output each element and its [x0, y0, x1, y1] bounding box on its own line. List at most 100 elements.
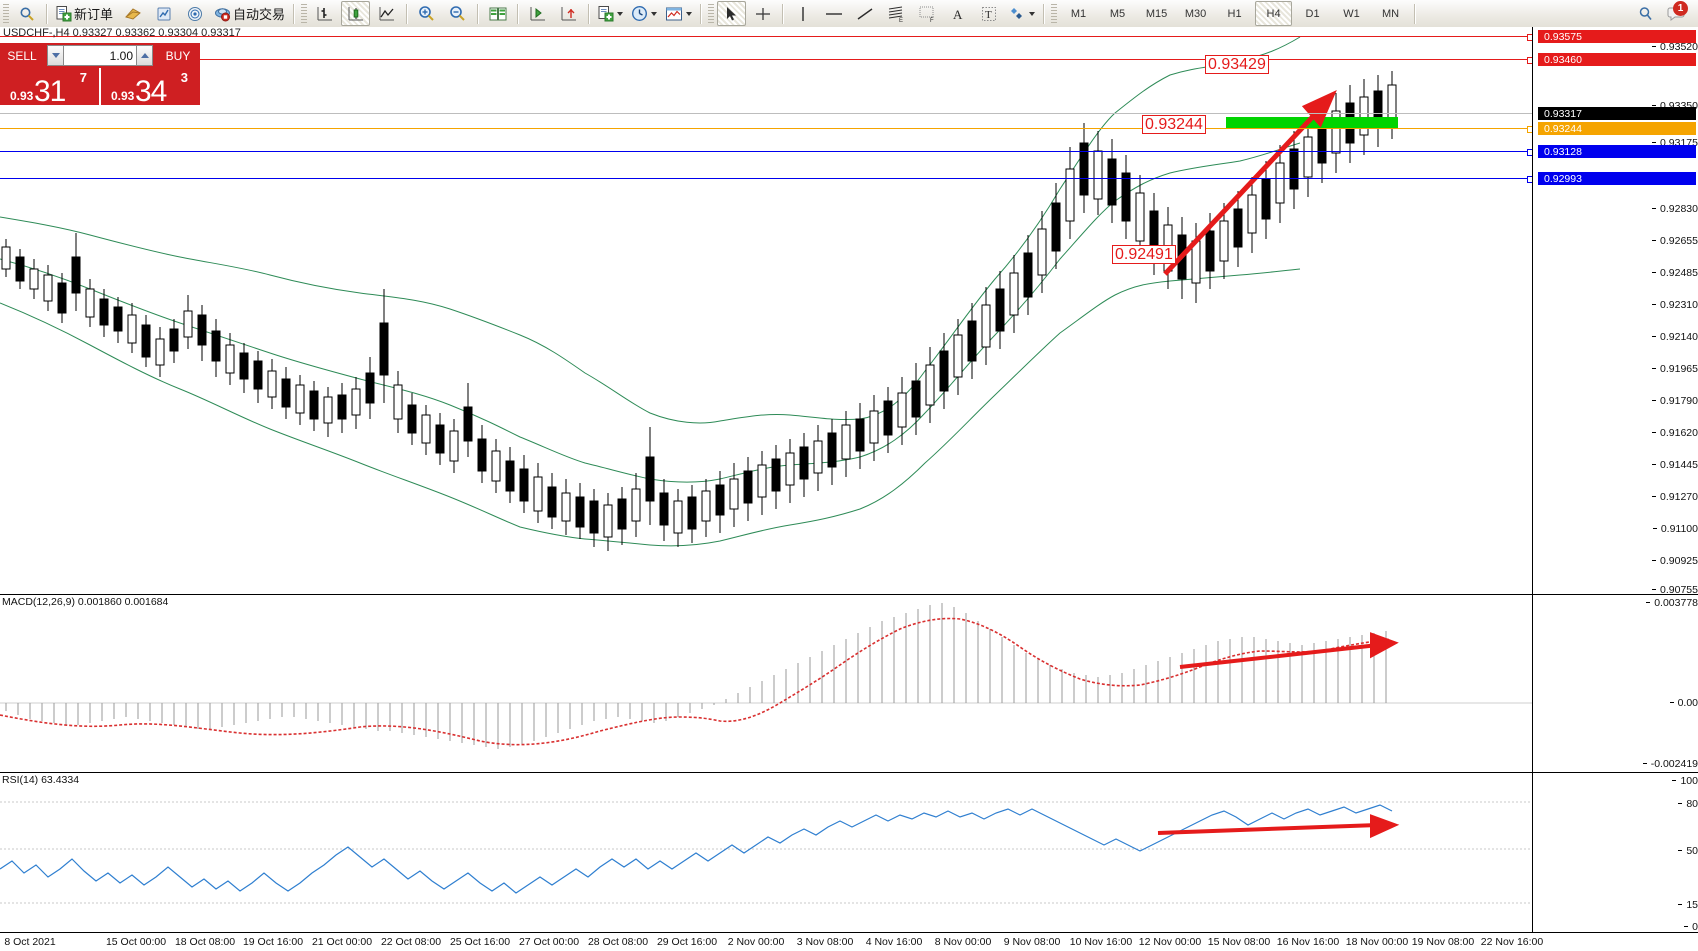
notifications-icon[interactable]: 1	[1662, 1, 1691, 26]
chevron-down-icon[interactable]	[651, 11, 658, 16]
objects-icon[interactable]	[1005, 1, 1038, 26]
templates-icon[interactable]	[594, 1, 626, 26]
timeframe-m1[interactable]: M1	[1070, 7, 1087, 20]
toolbar-separator	[1414, 3, 1416, 24]
time-label: 18 Nov 00:00	[1345, 936, 1409, 948]
sell-price-display[interactable]: 0.93 31 7	[0, 68, 99, 108]
new-order-button[interactable]: 新订单	[52, 1, 116, 26]
lot-size-stepper[interactable]: 1.00	[44, 43, 156, 68]
text-icon[interactable]: T	[974, 1, 1003, 26]
toolbar-grip[interactable]	[301, 3, 308, 24]
price-plot-area[interactable]: 0.93429 0.93244 0.92491	[0, 27, 1533, 594]
one-click-trading-panel[interactable]: SELL 1.00 BUY 0.93 31 7 0.93	[0, 43, 200, 108]
rsi-pane[interactable]: RSI(14) 63.4334 100 80 50 15	[0, 772, 1698, 951]
trendline-icon[interactable]	[850, 1, 879, 26]
timeframe-h1[interactable]: H1	[1227, 7, 1242, 20]
timeframe-m15[interactable]: M15	[1145, 7, 1168, 20]
support-line-93128[interactable]	[0, 149, 1533, 156]
price-axis[interactable]: 0.93575 0.93520 0.93460 0.93350 0.93317 …	[1532, 27, 1698, 596]
tile-windows-icon[interactable]	[483, 1, 512, 26]
cursor-icon[interactable]	[717, 1, 747, 26]
toolbar-grip[interactable]	[3, 3, 9, 24]
time-label: 4 Nov 16:00	[865, 936, 923, 948]
svg-text:F: F	[930, 18, 934, 23]
macd-axis[interactable]: 0.003778 0.00 -0.002419	[1532, 595, 1698, 773]
buy-button[interactable]: BUY	[156, 43, 200, 68]
lot-increment-button[interactable]	[136, 45, 153, 66]
resistance-line-93460[interactable]	[0, 57, 1533, 64]
timeframe-h4[interactable]: H4	[1255, 1, 1293, 26]
price-pane[interactable]: USDCHF-,H4 0.93327 0.93362 0.93304 0.933…	[0, 27, 1698, 596]
toolbar-separator	[700, 3, 702, 24]
toolbar-separator	[1043, 3, 1045, 24]
rsi-axis[interactable]: 100 80 50 15 0	[1532, 773, 1698, 951]
signals-icon[interactable]	[180, 1, 209, 26]
trend-arrow	[1163, 90, 1337, 276]
toolbar-grip[interactable]	[708, 3, 715, 24]
line-anchor[interactable]	[1527, 57, 1533, 64]
line-anchor[interactable]	[1527, 176, 1533, 183]
text-label-icon[interactable]: A	[943, 1, 972, 26]
line-anchor[interactable]	[1527, 149, 1533, 156]
lot-size-input[interactable]: 1.00	[64, 45, 136, 66]
svg-text:T: T	[985, 9, 992, 21]
chevron-down-icon[interactable]	[686, 11, 693, 16]
period-icon[interactable]	[628, 1, 660, 26]
chevron-down-icon[interactable]	[1029, 11, 1036, 16]
toolbar-grip[interactable]	[1051, 3, 1058, 24]
notification-badge: 1	[1673, 1, 1688, 16]
time-label: 15 Nov 08:00	[1207, 936, 1271, 948]
auto-scroll-icon[interactable]	[554, 1, 583, 26]
macd-plot-area[interactable]	[0, 595, 1533, 773]
chart-shift-icon[interactable]	[523, 1, 552, 26]
sell-price-prefix: 0.93	[10, 89, 34, 103]
chevron-down-icon[interactable]	[617, 11, 624, 16]
timeframe-w1[interactable]: W1	[1343, 7, 1360, 20]
lot-decrement-button[interactable]	[47, 45, 64, 66]
time-axis[interactable]: 8 Oct 2021 15 Oct 00:00 18 Oct 08:00 19 …	[0, 932, 1698, 951]
crosshair-icon[interactable]	[748, 1, 777, 26]
zoom-in-icon[interactable]	[412, 1, 441, 26]
price-label-midline[interactable]: 0.93244	[1142, 115, 1206, 134]
price-label-support[interactable]: 0.92491	[1112, 245, 1176, 264]
horizontal-line-icon[interactable]	[819, 1, 848, 26]
search-symbol-icon[interactable]	[12, 1, 41, 26]
fibo-fan-icon[interactable]: F	[912, 1, 941, 26]
market-icon[interactable]	[149, 1, 178, 26]
rsi-plot-area[interactable]	[0, 773, 1533, 933]
toolbar-separator	[293, 3, 295, 24]
timeframe-m30[interactable]: M30	[1184, 7, 1207, 20]
support-line-92993[interactable]	[0, 176, 1533, 183]
metaeditor-icon[interactable]	[118, 1, 147, 26]
resistance-line-93575[interactable]	[0, 34, 1533, 41]
highlight-band	[1226, 117, 1398, 129]
candlestick-chart-icon[interactable]	[341, 1, 371, 26]
chart-symbol-title: USDCHF-,H4 0.93327 0.93362 0.93304 0.933…	[3, 27, 241, 39]
timeframe-mn[interactable]: MN	[1381, 7, 1400, 20]
mid-line-93244[interactable]	[0, 126, 1533, 133]
zoom-out-icon[interactable]	[443, 1, 472, 26]
buy-price-big: 34	[135, 75, 167, 108]
toolbar-separator	[588, 3, 590, 24]
time-label: 3 Nov 08:00	[796, 936, 854, 948]
macd-pane[interactable]: MACD(12,26,9) 0.001860 0.001684	[0, 594, 1698, 773]
line-anchor[interactable]	[1527, 126, 1533, 133]
axis-tick-90925: 0.90925	[1652, 555, 1698, 567]
timeframe-d1[interactable]: D1	[1305, 7, 1320, 20]
time-label: 8 Oct 2021	[4, 936, 56, 948]
bar-chart-icon[interactable]	[310, 1, 339, 26]
chart-container[interactable]: USDCHF-,H4 0.93327 0.93362 0.93304 0.933…	[0, 27, 1698, 951]
algo-trading-button[interactable]: 自动交易	[211, 1, 288, 26]
indicators-icon[interactable]	[662, 1, 695, 26]
price-label-resistance[interactable]: 0.93429	[1205, 55, 1269, 74]
fibonacci-icon[interactable]: E	[881, 1, 910, 26]
chevron-up-icon	[140, 53, 149, 58]
sell-button[interactable]: SELL	[0, 43, 44, 68]
buy-price-display[interactable]: 0.93 34 3	[99, 68, 200, 108]
occ-top-row: SELL 1.00 BUY	[0, 43, 200, 68]
timeframe-m5[interactable]: M5	[1109, 7, 1126, 20]
search-icon[interactable]	[1631, 1, 1660, 26]
line-anchor[interactable]	[1527, 34, 1533, 41]
line-chart-icon[interactable]	[372, 1, 401, 26]
vertical-line-icon[interactable]	[788, 1, 817, 26]
